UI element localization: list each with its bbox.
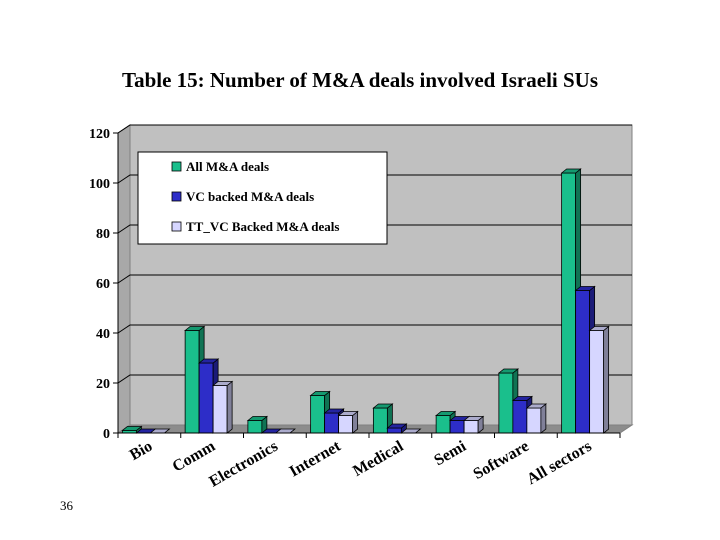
bar-front xyxy=(338,415,354,434)
bar-front xyxy=(589,330,605,434)
y-tick-label: 0 xyxy=(103,427,110,442)
chart-title: Table 15: Number of M&A deals involved I… xyxy=(121,68,599,92)
bar-top xyxy=(211,381,234,386)
bar-front xyxy=(526,407,542,434)
y-tick-label: 40 xyxy=(96,327,110,342)
bar-side xyxy=(540,403,547,434)
bar xyxy=(337,410,359,434)
bar-front xyxy=(512,400,528,434)
legend-swatch xyxy=(171,221,182,232)
bar-front xyxy=(310,395,326,434)
bar-front xyxy=(463,420,479,434)
bars xyxy=(121,168,610,434)
bar-top xyxy=(183,326,206,331)
bar-front xyxy=(247,420,263,434)
bar-top xyxy=(497,368,520,374)
bar-top xyxy=(511,396,534,401)
bar-side xyxy=(603,325,610,434)
y-tick-label: 100 xyxy=(89,177,110,192)
bar-front xyxy=(435,415,451,434)
y-axis: 0 20 40 60 80 100 120 xyxy=(89,127,119,442)
bar-front xyxy=(561,172,577,434)
bar-top xyxy=(525,403,548,409)
bar-top xyxy=(386,423,408,429)
bar-top xyxy=(434,411,457,416)
x-tick-label: Comm xyxy=(170,437,219,475)
bar-top xyxy=(588,326,610,331)
legend-label: VC backed M&A deals xyxy=(186,189,314,204)
legend-swatch xyxy=(171,161,182,172)
bar-side xyxy=(226,380,233,434)
bar-top xyxy=(574,286,596,291)
bar-front xyxy=(386,427,402,434)
bar-top xyxy=(560,168,582,174)
legend-swatch xyxy=(171,191,182,202)
page-number: 36 xyxy=(60,498,73,513)
bar xyxy=(588,325,610,434)
gridline xyxy=(117,324,632,334)
legend-label: All M&A deals xyxy=(186,159,269,174)
legend-label: TT_VC Backed M&A deals xyxy=(186,219,339,234)
y-tick-label: 80 xyxy=(96,227,110,242)
x-tick-label: Software xyxy=(471,438,532,483)
bar-top xyxy=(197,358,220,364)
x-tick-label: Medical xyxy=(350,437,407,480)
bar-top xyxy=(372,403,394,409)
bar-front xyxy=(372,407,388,434)
bar-front xyxy=(198,362,214,434)
x-tick-label: All sectors xyxy=(524,438,594,488)
gridline xyxy=(117,174,632,184)
gridline xyxy=(117,124,632,134)
bar-top xyxy=(323,408,345,414)
bar-front xyxy=(324,412,340,434)
bar-top xyxy=(462,416,485,421)
bar xyxy=(211,380,234,434)
bar-front xyxy=(184,330,200,434)
bar-top xyxy=(121,426,143,431)
bar-top xyxy=(246,416,269,421)
x-tick-label: Semi xyxy=(431,437,469,469)
x-tick-label: Internet xyxy=(287,437,345,480)
bar-top xyxy=(337,411,359,416)
y-tick-label: 60 xyxy=(96,277,110,292)
bar-front xyxy=(449,420,465,434)
bar xyxy=(525,403,548,434)
y-tick-label: 20 xyxy=(96,377,110,392)
bar xyxy=(246,415,269,434)
bar xyxy=(462,415,485,434)
gridline xyxy=(117,274,632,284)
bar-top xyxy=(309,391,331,396)
x-tick-label: Bio xyxy=(127,438,156,464)
gridline xyxy=(117,224,632,234)
y-tick-label: 120 xyxy=(89,127,110,142)
x-tick-label: Electronics xyxy=(206,438,280,491)
gridline xyxy=(117,374,632,384)
legend: All M&A deals VC backed M&A deals TT_VC Ba… xyxy=(137,151,388,245)
bar-front xyxy=(212,385,228,434)
bar-front xyxy=(498,372,514,434)
bar-front xyxy=(575,290,591,434)
